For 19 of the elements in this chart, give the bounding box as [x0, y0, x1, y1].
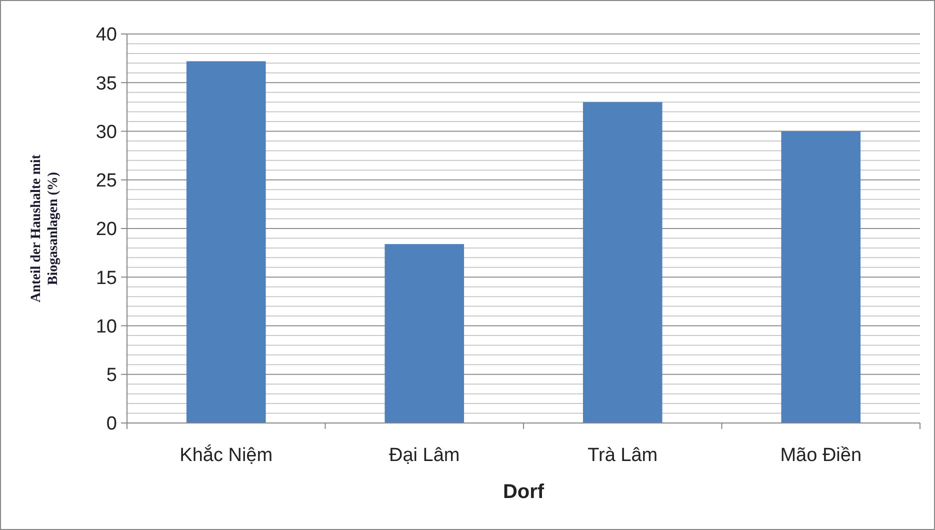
- y-axis-title: Anteil der Haushalte mit Biogasanlagen (%): [29, 154, 61, 302]
- y-tick-label: 40: [96, 24, 117, 46]
- bar: [384, 244, 464, 423]
- bar: [582, 102, 662, 423]
- y-tick-label: 0: [106, 414, 117, 435]
- x-tick-label: Khắc Niệm: [180, 444, 273, 466]
- bar: [781, 131, 861, 423]
- y-tick-label: 20: [96, 219, 117, 240]
- y-tick-label: 10: [96, 316, 117, 338]
- x-tick-label: Trà Lâm: [588, 445, 658, 466]
- y-tick-label: 5: [106, 365, 117, 386]
- x-tick-label: Đại Lâm: [389, 445, 460, 466]
- y-tick-label: 35: [96, 73, 117, 94]
- y-tick-label: 30: [96, 122, 117, 143]
- y-tick-label: 15: [96, 268, 117, 289]
- bar: [186, 61, 266, 423]
- x-tick-label: Mão Điền: [780, 445, 862, 466]
- x-axis-title: Dorf: [502, 481, 544, 503]
- y-tick-label: 25: [96, 170, 117, 192]
